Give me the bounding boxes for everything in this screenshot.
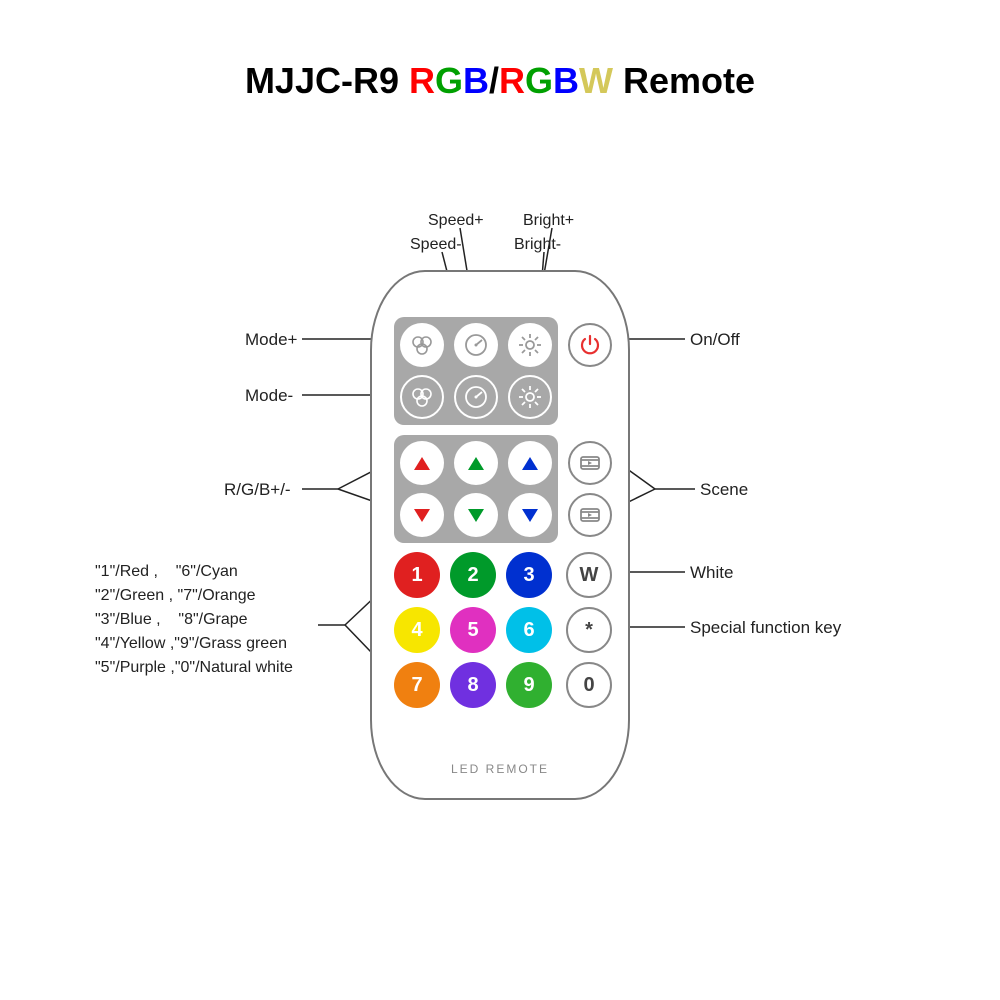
label-scene: Scene: [700, 480, 748, 500]
g-up-button[interactable]: [454, 441, 498, 485]
mode-icon: [409, 332, 435, 358]
label-speed-minus: Speed-: [410, 236, 462, 254]
num-7-button[interactable]: 7: [394, 662, 440, 708]
mode-minus-button[interactable]: [400, 375, 444, 419]
title-r2: R: [499, 60, 525, 101]
num-9-button[interactable]: 9: [506, 662, 552, 708]
power-button[interactable]: [568, 323, 612, 367]
mode-plus-button[interactable]: [400, 323, 444, 367]
label-rgb-pm: R/G/B+/-: [224, 480, 291, 500]
title-slash: /: [489, 60, 499, 101]
num-6-button[interactable]: 6: [506, 607, 552, 653]
title-w: W: [579, 60, 613, 101]
triangle-up-icon: [468, 457, 484, 470]
bright-minus-button[interactable]: [508, 375, 552, 419]
b-down-button[interactable]: [508, 493, 552, 537]
title-b2: B: [553, 60, 579, 101]
mode-speed-bright-block: [394, 317, 558, 425]
legend-line: "1"/Red , "6"/Cyan: [95, 560, 293, 584]
r-down-button[interactable]: [400, 493, 444, 537]
title-r1: R: [409, 60, 435, 101]
num-1-button[interactable]: 1: [394, 552, 440, 598]
label-mode-minus: Mode-: [245, 386, 293, 406]
num-0-button[interactable]: 0: [566, 662, 612, 708]
label-white: White: [690, 563, 733, 583]
title-prefix: MJJC-R9: [245, 60, 409, 101]
num-8-button[interactable]: 8: [450, 662, 496, 708]
film-icon: [578, 503, 602, 527]
triangle-down-icon: [522, 509, 538, 522]
num-*-button[interactable]: *: [566, 607, 612, 653]
label-bright-minus: Bright-: [514, 236, 561, 254]
r-up-button[interactable]: [400, 441, 444, 485]
power-icon: [578, 333, 602, 357]
legend-line: "2"/Green , "7"/Orange: [95, 584, 293, 608]
title-b1: B: [463, 60, 489, 101]
film-icon: [578, 451, 602, 475]
title-g1: G: [435, 60, 463, 101]
scene-2-button[interactable]: [568, 493, 612, 537]
triangle-up-icon: [414, 457, 430, 470]
num-3-button[interactable]: 3: [506, 552, 552, 598]
bright-plus-button[interactable]: [508, 323, 552, 367]
label-onoff: On/Off: [690, 330, 740, 350]
color-legend: "1"/Red , "6"/Cyan "2"/Green , "7"/Orang…: [95, 560, 293, 680]
sun-icon: [517, 332, 543, 358]
label-special: Special function key: [690, 618, 841, 638]
remote-body: 123W 456 * 7890 LED REMOTE: [370, 270, 630, 800]
page-title: MJJC-R9 RGB/RGBW Remote: [0, 60, 1000, 102]
rgb-updown-block: [394, 435, 558, 543]
legend-line: "4"/Yellow ,"9"/Grass green: [95, 632, 293, 656]
title-suffix: Remote: [613, 60, 755, 101]
numpad: 123W 456 * 7890: [394, 552, 614, 722]
triangle-down-icon: [468, 509, 484, 522]
g-down-button[interactable]: [454, 493, 498, 537]
mode-icon: [409, 384, 435, 410]
num-W-button[interactable]: W: [566, 552, 612, 598]
scene-1-button[interactable]: [568, 441, 612, 485]
b-up-button[interactable]: [508, 441, 552, 485]
label-mode-plus: Mode+: [245, 330, 297, 350]
speedometer-icon: [463, 384, 489, 410]
num-2-button[interactable]: 2: [450, 552, 496, 598]
speed-minus-button[interactable]: [454, 375, 498, 419]
legend-line: "5"/Purple ,"0"/Natural white: [95, 656, 293, 680]
sun-icon: [517, 384, 543, 410]
legend-line: "3"/Blue , "8"/Grape: [95, 608, 293, 632]
triangle-down-icon: [414, 509, 430, 522]
title-g2: G: [525, 60, 553, 101]
num-4-button[interactable]: 4: [394, 607, 440, 653]
num-5-button[interactable]: 5: [450, 607, 496, 653]
label-bright-plus: Bright+: [523, 212, 574, 230]
triangle-up-icon: [522, 457, 538, 470]
label-speed-plus: Speed+: [428, 212, 484, 230]
speedometer-icon: [463, 332, 489, 358]
footer-label: LED REMOTE: [372, 762, 628, 776]
speed-plus-button[interactable]: [454, 323, 498, 367]
